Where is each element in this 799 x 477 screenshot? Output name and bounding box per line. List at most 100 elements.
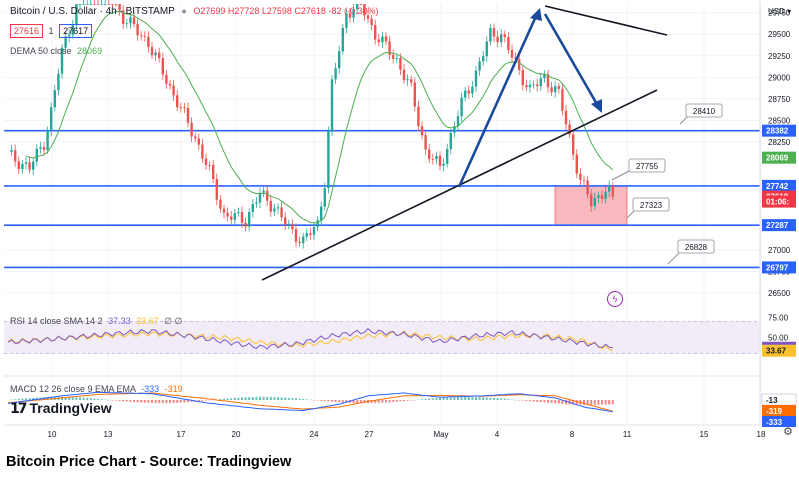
candle-body	[165, 74, 168, 84]
macd-histogram-bar	[338, 400, 341, 403]
macd-histogram-bar	[370, 400, 373, 404]
candle-body	[248, 211, 251, 227]
macd-histogram-bar	[457, 396, 459, 400]
candle-body	[179, 107, 182, 108]
macd-histogram-bar	[503, 398, 506, 400]
callout-box	[677, 239, 715, 254]
time-tick-label: 15	[700, 430, 709, 439]
candle-body	[75, 4, 78, 25]
macd-histogram-bar	[266, 396, 269, 400]
macd-histogram-bar	[97, 398, 99, 400]
eye-icon[interactable]: ●	[181, 6, 187, 16]
candle-body	[546, 74, 550, 88]
candle-body	[168, 83, 172, 86]
macd-histogram-bar	[359, 400, 362, 404]
macd-histogram-bar	[464, 396, 467, 400]
price-badge	[762, 124, 796, 137]
candle-body	[258, 192, 262, 203]
macd-histogram-bar	[352, 400, 355, 403]
macd-histogram-bar	[601, 400, 603, 405]
macd-histogram-bar	[183, 400, 186, 403]
candle-body	[111, 4, 114, 5]
candle-body	[284, 217, 287, 225]
macd-histogram-bar	[115, 400, 117, 401]
candle-body	[392, 54, 395, 59]
macd-histogram-bar	[212, 399, 215, 401]
time-tick-label: 8	[570, 430, 575, 439]
ask-price[interactable]: 27617	[59, 24, 93, 38]
macd-histogram-bar	[608, 400, 611, 405]
candle-body	[316, 220, 319, 228]
tradingview-logo[interactable]: 17 TradingView	[10, 400, 112, 417]
macd-histogram-bar	[61, 396, 63, 400]
candle-body	[525, 85, 528, 88]
callout-layer: 28410 27755 27323 26828	[611, 103, 723, 265]
price-tick-label: 29750	[768, 9, 791, 18]
macd-histogram-bar	[161, 400, 164, 404]
up-arrow-head	[530, 8, 542, 21]
candle-body	[46, 130, 49, 150]
candle-body	[158, 52, 161, 59]
candle-body	[118, 4, 121, 11]
rsi-sma-value: 33.67	[136, 316, 159, 326]
price-badge	[762, 261, 796, 274]
candle-body	[186, 108, 190, 123]
macd-histogram-bar	[431, 398, 434, 400]
candle-body	[420, 126, 424, 136]
macd-histogram-bar	[64, 396, 67, 400]
macd-histogram-bar	[187, 400, 189, 403]
candle-body	[262, 190, 265, 193]
macd-histogram-bar	[273, 397, 276, 400]
bid-price[interactable]: 27616	[10, 24, 44, 38]
macd-histogram-bar	[316, 400, 319, 401]
macd-histogram-bar	[572, 400, 575, 405]
candle-body	[21, 163, 24, 169]
candle-body	[96, 4, 100, 5]
macd-histogram-bar	[345, 400, 348, 403]
candle-body	[604, 191, 607, 199]
macd-histogram-bar	[165, 400, 168, 404]
candle-body	[489, 27, 492, 42]
candle-body	[413, 82, 416, 107]
candle-body	[302, 236, 305, 244]
candle-body	[449, 132, 452, 150]
candle-body	[86, 4, 89, 5]
candle-body	[424, 135, 427, 150]
price-badge	[762, 219, 796, 232]
price-badge	[762, 179, 796, 192]
candle-body	[294, 229, 298, 242]
macd-histogram-bar	[611, 400, 614, 405]
macd-histogram-bar	[136, 400, 139, 403]
macd-histogram-bar	[446, 397, 449, 400]
candle-body	[201, 144, 204, 159]
macd-histogram-bar	[201, 400, 204, 401]
candle-body	[503, 34, 506, 38]
candle-body	[568, 124, 571, 135]
macd-histogram-bar	[514, 399, 517, 401]
candle-body	[320, 206, 323, 221]
candle-body	[28, 162, 31, 170]
macd-histogram-bar	[14, 399, 17, 400]
macd-histogram-bar	[518, 400, 521, 401]
settings-icon[interactable]: ⚙	[783, 426, 793, 438]
macd-histogram-bar	[334, 400, 337, 402]
macd-histogram-bar	[532, 400, 535, 402]
macd-histogram-bar	[10, 399, 13, 401]
lightning-icon[interactable]: ϟ	[607, 291, 623, 307]
callout-box	[628, 158, 666, 173]
macd-histogram-bar	[489, 397, 492, 400]
macd-legend: MACD 12 26 close 9 EMA EMA -333 -319	[10, 384, 183, 394]
callout-label: 27755	[636, 162, 659, 171]
macd-histogram-bar	[226, 398, 229, 400]
macd-histogram-bar	[291, 398, 294, 400]
candle-body	[464, 90, 467, 98]
candle-body	[266, 190, 269, 201]
candle-body	[366, 15, 370, 19]
time-tick-label: 20	[232, 430, 241, 439]
candle-body	[417, 106, 420, 127]
candle-body	[208, 164, 211, 166]
macd-histogram-bar	[277, 397, 279, 400]
macd-value: -333	[141, 384, 160, 394]
macd-histogram-bar	[547, 400, 549, 403]
